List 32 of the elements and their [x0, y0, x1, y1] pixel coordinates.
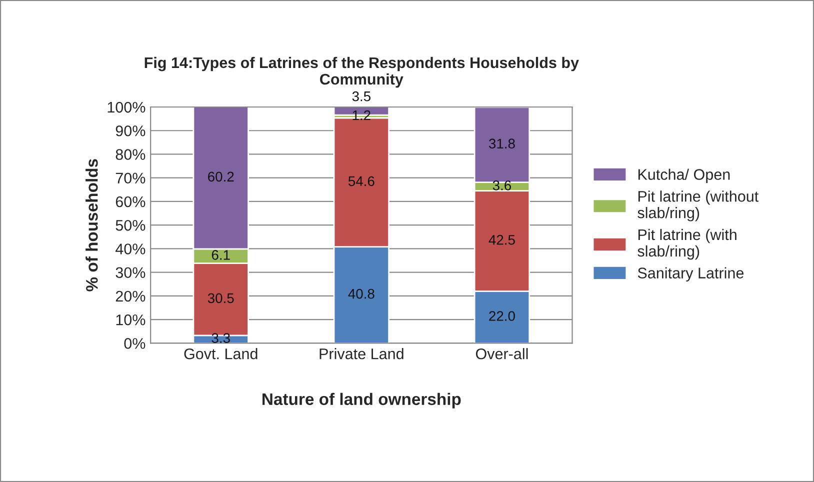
y-tick-label: 0% — [124, 338, 146, 349]
y-axis-title: % of households — [86, 159, 98, 292]
data-label: 3.6 — [492, 180, 512, 190]
data-label: 3.3 — [212, 333, 230, 344]
legend-label: Pit latrine (without slab/ring) — [638, 190, 759, 222]
data-label: 31.8 — [488, 138, 515, 149]
y-tick-label: 90% — [116, 125, 146, 136]
x-tick-label: Govt. Land — [184, 348, 258, 360]
y-tick-label: 40% — [116, 244, 146, 254]
data-label: 30.5 — [208, 293, 234, 304]
data-label: 42.5 — [488, 234, 515, 245]
y-tick-label: 70% — [116, 172, 146, 184]
y-tick-label: 60% — [116, 196, 146, 208]
legend-label: Sanitary Latrine — [638, 267, 744, 282]
data-label: 40.8 — [348, 288, 374, 299]
y-tick-label: 10% — [116, 314, 146, 326]
legend-label: Pit latrine (with slab/ring) — [638, 228, 736, 260]
y-tick-label: 100% — [108, 102, 146, 113]
chart-title: Fig 14:Types of Latrines of the Respondents Households by Community — [144, 56, 579, 88]
data-label: 54.6 — [348, 176, 374, 186]
y-tick-label: 80% — [116, 149, 146, 160]
data-label: 3.5 — [352, 91, 370, 102]
x-tick-label: Over-all — [476, 348, 528, 360]
x-tick-label: Private Land — [320, 348, 404, 360]
y-tick-label: 20% — [116, 290, 146, 302]
x-axis-title: Nature of land ownership — [262, 392, 461, 408]
data-label: 6.1 — [212, 250, 230, 260]
legend-label: Kutcha/ Open — [638, 168, 730, 183]
y-tick-label: 30% — [116, 267, 146, 278]
data-label: 22.0 — [489, 311, 515, 321]
y-tick-label: 50% — [116, 220, 146, 231]
data-label: 60.2 — [208, 172, 234, 182]
